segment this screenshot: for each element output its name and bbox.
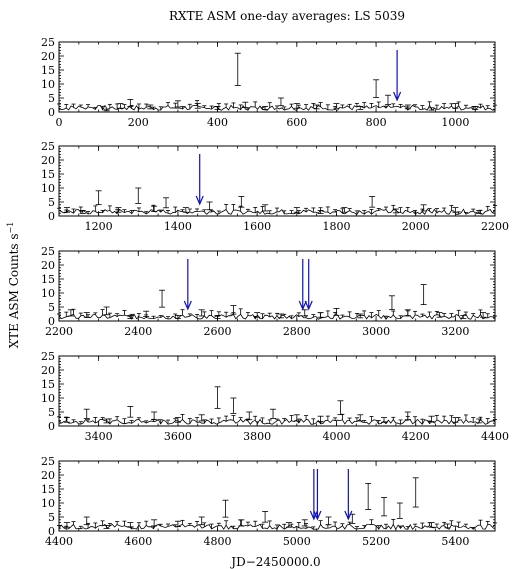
y-tick-label: 10	[41, 392, 55, 405]
y-tick-label: 5	[48, 406, 55, 419]
x-tick-label: 4000	[322, 430, 350, 443]
y-tick-label: 15	[41, 378, 55, 391]
background-trace	[58, 104, 496, 111]
panel-frame	[58, 460, 496, 532]
y-tick-label: 25	[41, 245, 55, 258]
y-tick-label: 25	[41, 140, 55, 153]
y-tick-label: 25	[41, 455, 55, 468]
x-tick-label: 3200	[441, 325, 469, 338]
y-tick-label: 20	[41, 259, 55, 272]
x-tick-label: 4800	[204, 535, 232, 548]
y-tick-label: 25	[41, 36, 55, 49]
y-tick-label: 0	[48, 210, 55, 223]
background-trace	[58, 313, 496, 320]
x-tick-label: 2200	[481, 220, 509, 233]
marker-arrow-head	[309, 510, 318, 521]
x-tick-label: 3600	[164, 430, 192, 443]
y-tick-label: 10	[41, 182, 55, 195]
chart-title: RXTE ASM one-day averages: LS 5039	[169, 9, 405, 23]
y-tick-label: 0	[48, 525, 55, 538]
x-tick-label: 4600	[124, 535, 152, 548]
x-tick-label: 1400	[164, 220, 192, 233]
y-tick-label: 25	[41, 350, 55, 363]
x-tick-label: 1800	[322, 220, 350, 233]
x-tick-label: 4200	[402, 430, 430, 443]
background-trace	[58, 418, 496, 425]
x-tick-label: 600	[286, 116, 307, 129]
y-tick-label: 20	[41, 154, 55, 167]
y-tick-label: 0	[48, 315, 55, 328]
background-trace	[58, 523, 496, 531]
x-tick-label: 2400	[124, 325, 152, 338]
x-tick-label: 3800	[243, 430, 271, 443]
x-tick-label: 1000	[441, 116, 469, 129]
marker-arrow-head	[313, 510, 322, 521]
y-tick-label: 20	[41, 364, 55, 377]
y-tick-label: 20	[41, 469, 55, 482]
y-tick-label: 0	[48, 106, 55, 119]
panel-frame	[58, 145, 496, 217]
panel-frame	[58, 355, 496, 427]
y-axis-label: XTE ASM Counts s−1	[6, 222, 21, 349]
x-tick-label: 2200	[45, 325, 73, 338]
marker-arrow-head	[183, 300, 192, 311]
y-axis-label-main: XTE ASM Counts s	[7, 233, 21, 348]
marker-arrow-head	[298, 300, 307, 311]
y-tick-label: 10	[41, 78, 55, 91]
marker-arrow-head	[344, 510, 353, 521]
y-tick-label: 15	[41, 64, 55, 77]
y-tick-label: 5	[48, 511, 55, 524]
marker-arrow-head	[304, 300, 313, 311]
x-tick-label: 2000	[402, 220, 430, 233]
x-tick-label: 5000	[283, 535, 311, 548]
y-tick-label: 5	[48, 92, 55, 105]
y-tick-label: 15	[41, 273, 55, 286]
y-tick-label: 5	[48, 196, 55, 209]
y-tick-label: 15	[41, 483, 55, 496]
x-tick-label: 400	[207, 116, 228, 129]
x-tick-label: 1600	[243, 220, 271, 233]
x-tick-label: 4400	[45, 535, 73, 548]
x-tick-label: 2600	[204, 325, 232, 338]
x-tick-label: 3400	[85, 430, 113, 443]
x-tick-label: 2800	[283, 325, 311, 338]
y-axis-label-superscript: −1	[6, 222, 15, 234]
x-tick-label: 3000	[362, 325, 390, 338]
y-tick-label: 10	[41, 287, 55, 300]
y-tick-label: 20	[41, 50, 55, 63]
x-tick-label: 200	[128, 116, 149, 129]
x-tick-label: 5200	[362, 535, 390, 548]
x-tick-label: 4400	[481, 430, 509, 443]
y-tick-label: 5	[48, 301, 55, 314]
background-trace	[58, 208, 496, 215]
y-tick-label: 0	[48, 420, 55, 433]
x-tick-label: 1200	[85, 220, 113, 233]
x-tick-label: 5400	[441, 535, 469, 548]
x-axis-label: JD−2450000.0	[229, 555, 320, 569]
x-tick-label: 800	[366, 116, 387, 129]
y-tick-label: 15	[41, 168, 55, 181]
marker-arrow-head	[393, 91, 402, 102]
marker-arrow-head	[195, 195, 204, 206]
x-tick-label: 0	[56, 116, 63, 129]
y-tick-label: 10	[41, 497, 55, 510]
